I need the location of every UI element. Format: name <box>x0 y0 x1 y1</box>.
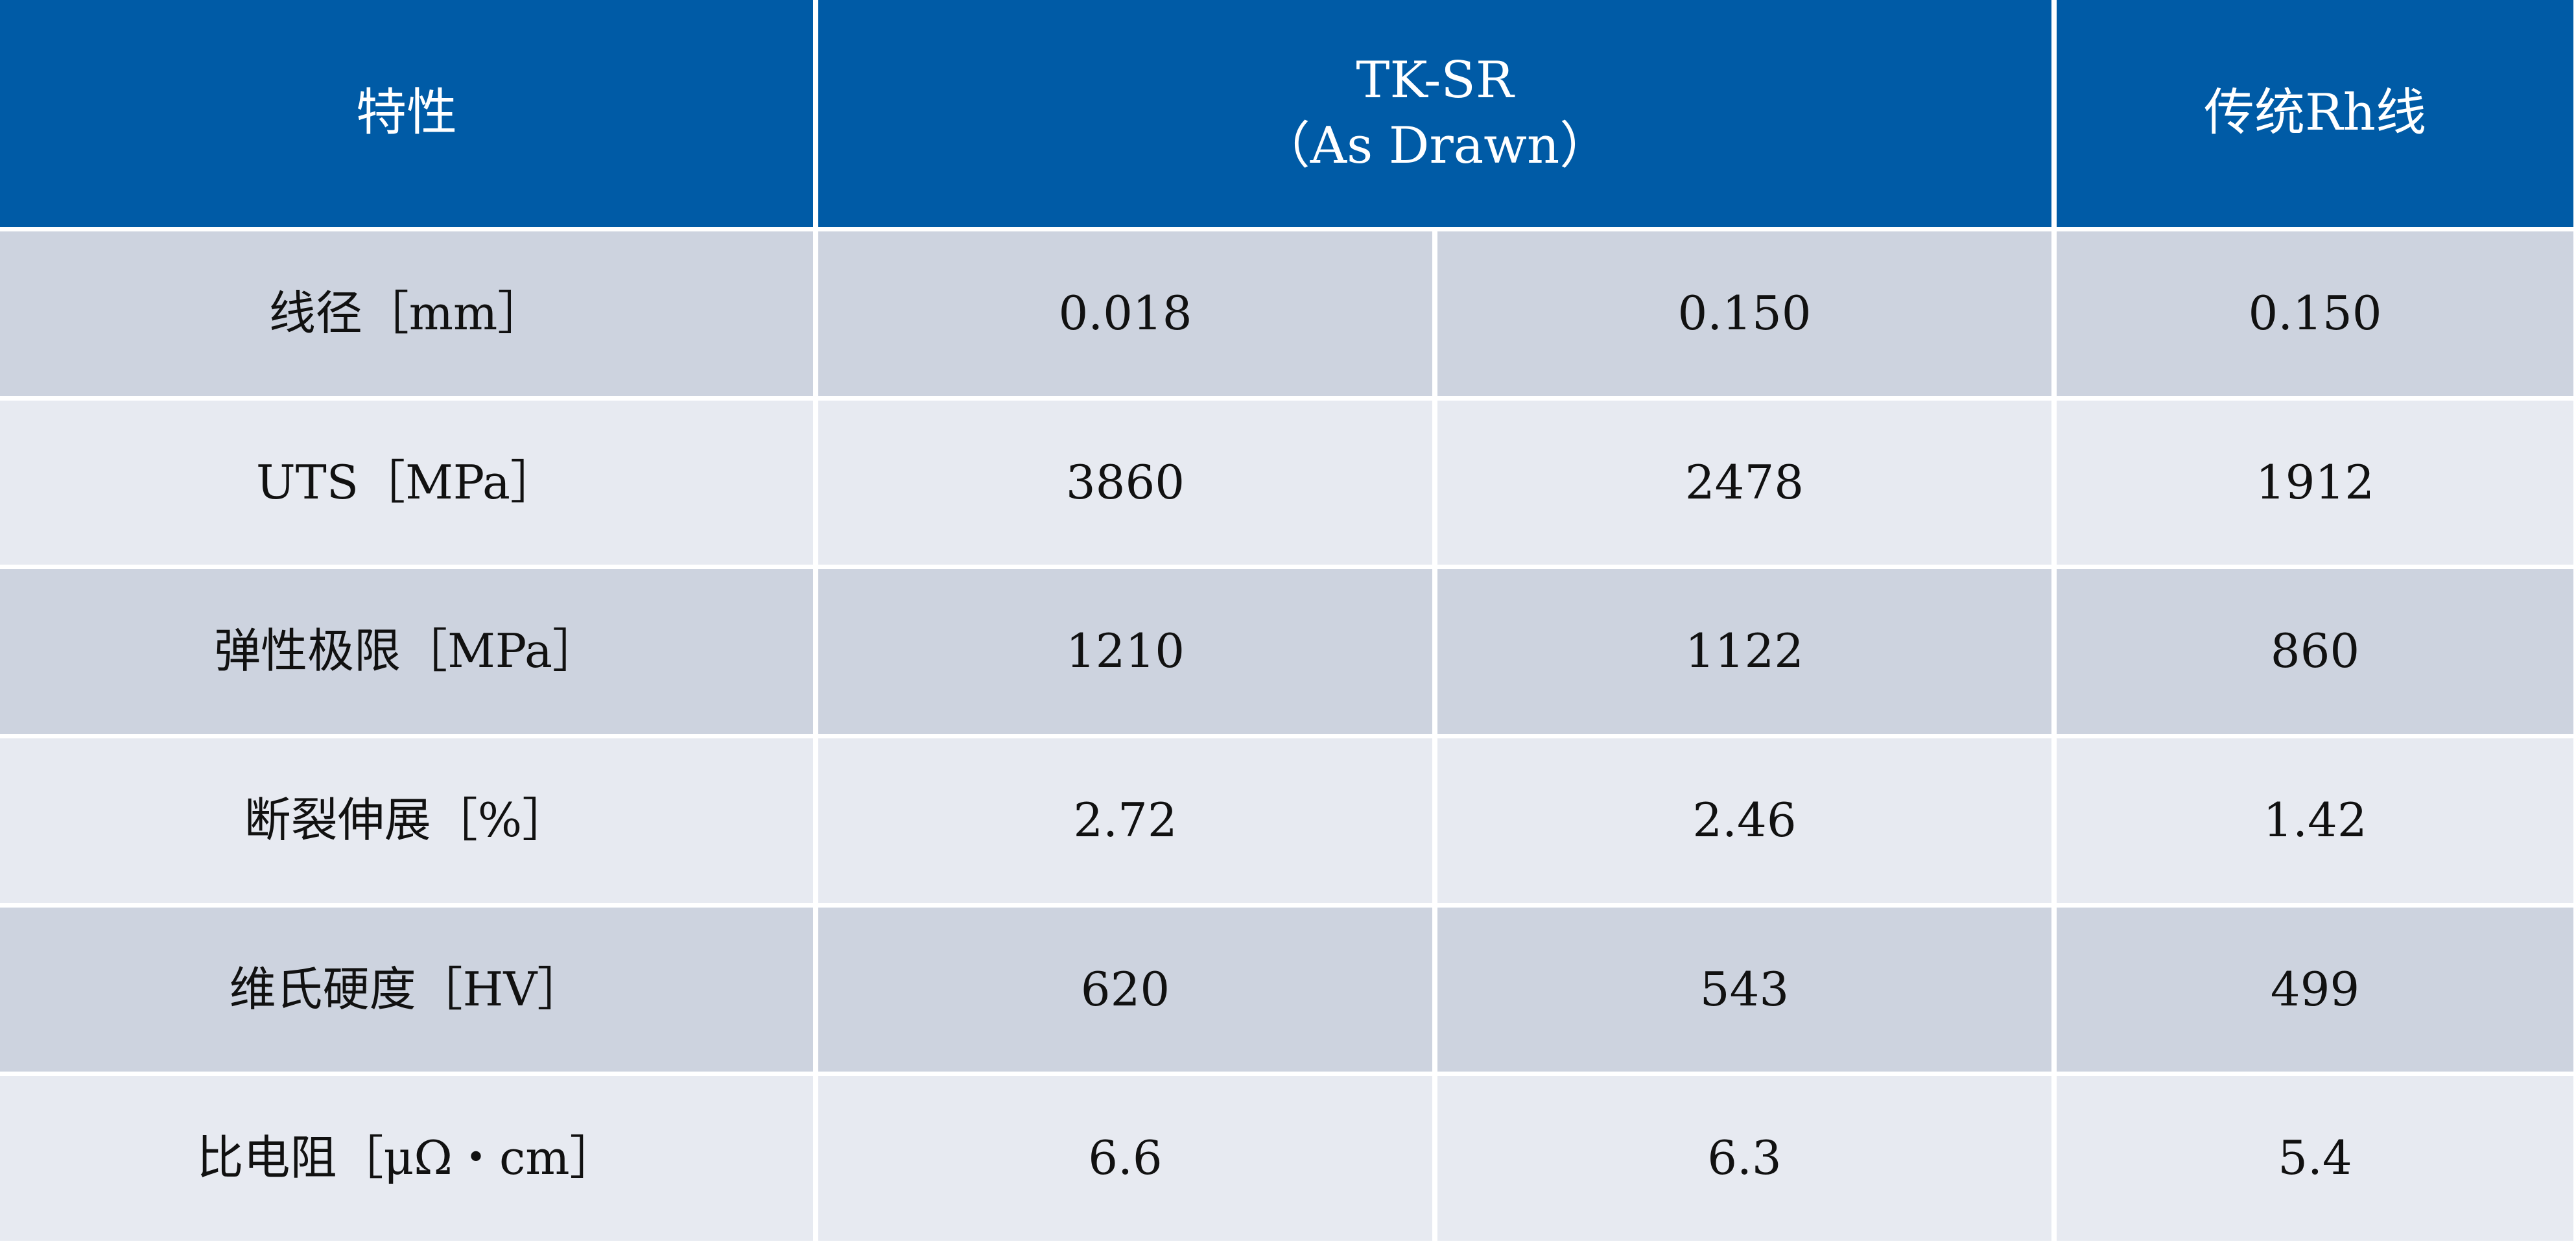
table-cell: 543 <box>1437 907 2051 1072</box>
row-label: 弹性极限［MPa］ <box>0 569 813 734</box>
table-cell: 1210 <box>818 569 1432 734</box>
table-cell: 6.6 <box>818 1076 1432 1241</box>
table-cell: 0.150 <box>2057 231 2573 396</box>
row-label: 比电阻［μΩ・cm］ <box>0 1076 813 1241</box>
table-cell: 1912 <box>2057 400 2573 565</box>
row-label: 断裂伸展［%］ <box>0 738 813 903</box>
table-cell: 499 <box>2057 907 2573 1072</box>
row-label: 线径［mm］ <box>0 231 813 396</box>
row-label: UTS［MPa］ <box>0 400 813 565</box>
header-cell: 特性 <box>0 0 813 227</box>
row-label: 维氏硬度［HV］ <box>0 907 813 1072</box>
table-cell: 2.46 <box>1437 738 2051 903</box>
table-cell: 1.42 <box>2057 738 2573 903</box>
table-cell: 1122 <box>1437 569 2051 734</box>
table-cell: 0.150 <box>1437 231 2051 396</box>
table-cell: 2478 <box>1437 400 2051 565</box>
table-cell: 860 <box>2057 569 2573 734</box>
table-cell: 3860 <box>818 400 1432 565</box>
header-cell: 传统Rh线 <box>2057 0 2573 227</box>
table-cell: 0.018 <box>818 231 1432 396</box>
header-cell: TK-SR （As Drawn） <box>818 0 2051 227</box>
table-cell: 620 <box>818 907 1432 1072</box>
table-cell: 5.4 <box>2057 1076 2573 1241</box>
table-cell: 2.72 <box>818 738 1432 903</box>
table-cell: 6.3 <box>1437 1076 2051 1241</box>
